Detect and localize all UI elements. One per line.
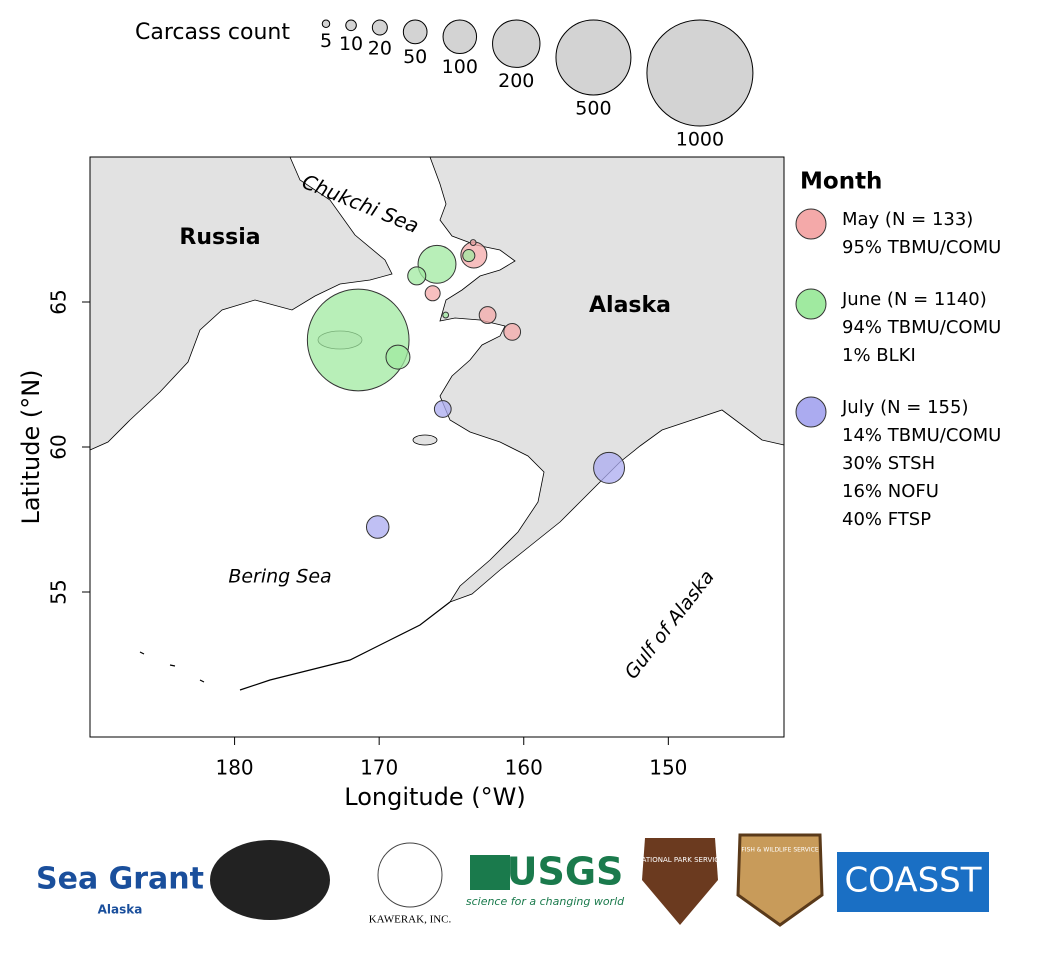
map-label: Bering Sea [228,566,331,588]
size-legend-circle [442,19,478,55]
map-label: Alaska [589,293,671,318]
logo-text: Alaska [98,903,143,917]
land-russia [89,156,393,451]
size-legend-label: 5 [320,30,332,52]
legend-note: 95% TBMU/COMU [842,237,1001,258]
legend-note: 40% FTSP [842,509,931,530]
size-legend-label: 1000 [676,129,724,151]
logo-text: FISH & WILDLIFE SERVICE [741,847,818,854]
legend-label: May (N = 133) [842,209,973,230]
bubble [478,306,497,324]
bubble [365,515,390,539]
legend-swatch [795,396,827,428]
size-legend-label: 100 [442,56,478,78]
x-axis-label: Longitude (°W) [344,783,525,811]
size-legend-circle [321,19,331,28]
y-tick-label: 65 [47,289,71,314]
size-legend-label: 200 [498,70,534,92]
bubble [469,239,477,246]
legend-swatch [795,208,827,240]
x-tick-label: 160 [505,756,543,780]
legend-title: Month [800,169,882,195]
legend-swatch [795,288,827,320]
bubble [442,311,450,319]
y-axis-label: Latitude (°N) [17,369,45,524]
logo-text: KAWERAK, INC. [369,914,452,926]
logo-text: USGS [507,850,624,894]
bubble [407,266,427,286]
logo-text: NATIONAL PARK SERVICE [636,856,723,864]
legend-note: 94% TBMU/COMU [842,317,1001,338]
bubble [503,322,522,341]
bubble [433,400,452,418]
bubble [462,249,476,263]
logo-text: science for a changing world [466,895,625,908]
legend-note: 30% STSH [842,453,935,474]
bubble [593,451,626,484]
logos: Sea Grant Alaska KAWERAK, INC. USGS scie… [36,833,989,927]
size-legend-circle [646,19,754,127]
size-legend-label: 50 [403,46,427,68]
logo-text: Sea Grant [36,862,204,897]
legend-note: 14% TBMU/COMU [842,425,1001,446]
size-legend-circle [555,19,632,96]
size-legend-circle [371,19,388,36]
size-legend-label: 20 [368,37,392,59]
x-tick-label: 150 [649,756,687,780]
land-alaska [429,156,785,603]
y-tick-label: 55 [47,579,71,604]
size-legend-circle [402,19,428,45]
legend-note: 1% BLKI [842,345,916,366]
bubble [417,244,457,284]
size-legend-title: Carcass count [135,20,290,45]
legend-label: June (N = 1140) [841,289,987,310]
bubble [424,285,441,302]
x-tick-label: 180 [215,756,253,780]
bubble [306,288,410,392]
size-legend-label: 10 [339,33,363,55]
size-legend-circle [492,19,541,68]
size-legend-circle [345,19,357,32]
y-tick-label: 60 [47,434,71,459]
map-label: Russia [179,225,260,250]
legend-label: July (N = 155) [841,397,968,418]
logo-text: COASST [844,861,981,901]
legend-note: 16% NOFU [842,481,939,502]
bubble [385,344,411,370]
x-tick-label: 170 [360,756,398,780]
size-legend-label: 500 [575,97,611,119]
